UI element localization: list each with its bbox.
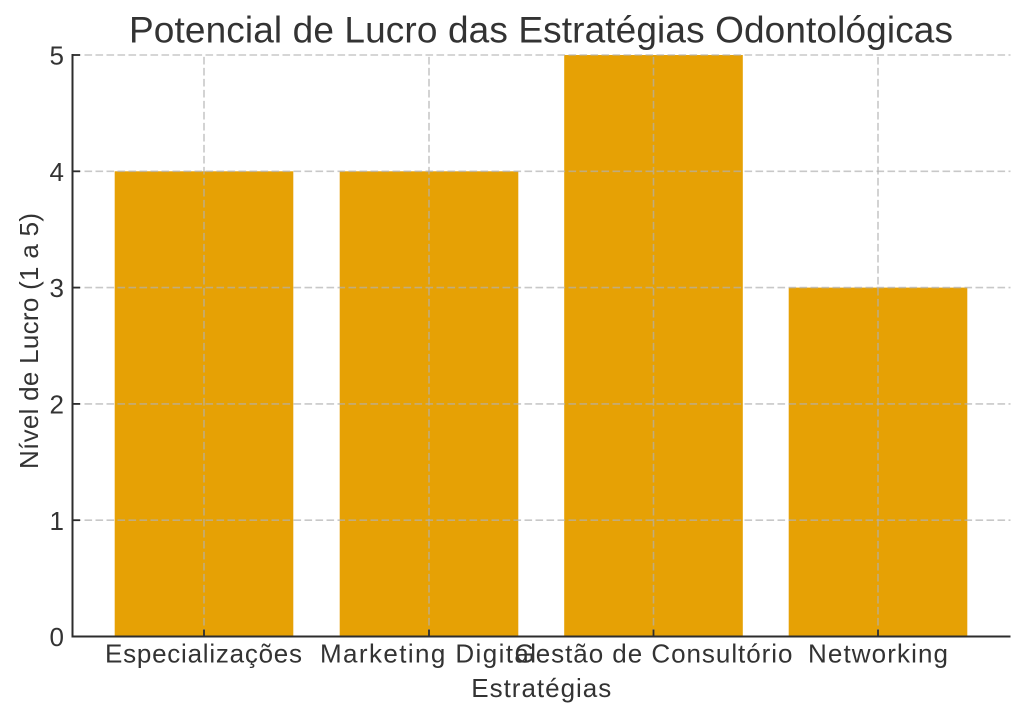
svg-text:Marketing Digital: Marketing Digital	[320, 638, 536, 668]
svg-text:5: 5	[50, 41, 64, 71]
svg-text:Nível de Lucro (1 a 5): Nível de Lucro (1 a 5)	[14, 213, 44, 469]
svg-text:Potencial de Lucro das Estraté: Potencial de Lucro das Estratégias Odont…	[129, 10, 953, 51]
svg-text:2: 2	[50, 390, 64, 420]
svg-text:Especializações: Especializações	[105, 638, 302, 668]
svg-text:Gestão de Consultório: Gestão de Consultório	[515, 638, 793, 668]
svg-text:3: 3	[50, 273, 64, 303]
svg-text:1: 1	[50, 506, 64, 536]
svg-text:0: 0	[50, 622, 64, 652]
svg-text:Estratégias: Estratégias	[471, 673, 611, 703]
svg-text:Networking: Networking	[808, 638, 948, 668]
svg-text:4: 4	[50, 157, 64, 187]
